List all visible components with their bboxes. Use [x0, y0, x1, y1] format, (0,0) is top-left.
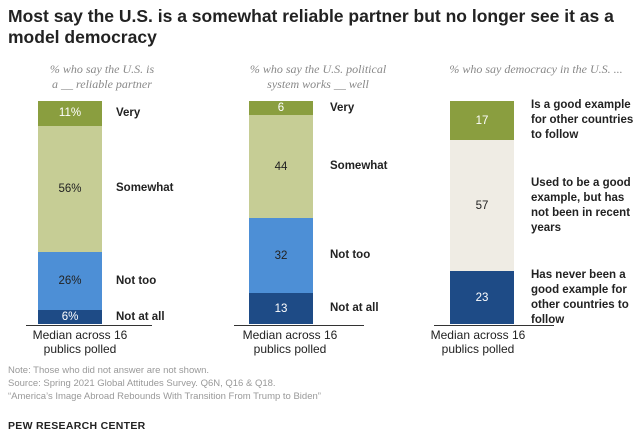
- chart-2-baseline: [234, 325, 364, 326]
- label-line: Not at all: [330, 302, 379, 315]
- subtitle-line: a __ reliable partner: [52, 77, 152, 91]
- label-line: other countries to: [531, 298, 629, 311]
- chart-1-x-label: Median across 16 publics polled: [20, 328, 140, 356]
- label-line: Not too: [330, 249, 371, 262]
- label-line: Not too: [116, 274, 157, 287]
- chart-1-bar-segment: 56%: [38, 125, 102, 252]
- x-label-line: publics polled: [441, 342, 515, 356]
- chart-3-bar-segment: 23: [450, 271, 514, 324]
- label-line: follow: [531, 313, 565, 326]
- label-line: example, but has: [531, 191, 625, 204]
- chart-3-bar-segment: 57: [450, 140, 514, 272]
- chart-1-segment-label: Not too: [116, 274, 156, 289]
- chart-2-bar-segment: 32: [249, 218, 313, 294]
- label-line: not been in recent: [531, 206, 631, 219]
- chart-1-bar-segment: 26%: [38, 251, 102, 311]
- label-line: good example for: [531, 283, 627, 296]
- label-line: years: [531, 221, 562, 234]
- chart-2-segment-label: Somewhat: [330, 159, 388, 174]
- x-label-line: publics polled: [43, 342, 117, 356]
- chart-2-bar-segment: 13: [249, 293, 313, 324]
- chart-2-bar-segment: 44: [249, 115, 313, 219]
- label-line: Used to be a good: [531, 176, 631, 189]
- source-text: Source: Spring 2021 Global Attitudes Sur…: [8, 378, 276, 389]
- x-label-line: publics polled: [253, 342, 327, 356]
- chart-2-segment-label: Very: [330, 101, 354, 116]
- subtitle-line: % who say the U.S. is: [49, 62, 155, 76]
- label-line: Somewhat: [330, 160, 388, 173]
- label-line: Is a good example: [531, 99, 631, 112]
- subtitle-line: % who say democracy in the U.S. ...: [449, 62, 623, 76]
- chart-3-segment-label: Used to be a good example, but has not bee…: [531, 176, 631, 236]
- brand-logo-text: PEW RESEARCH CENTER: [8, 420, 146, 432]
- footnotes: Note: Those who did not answer are not s…: [8, 364, 321, 403]
- label-line: to follow: [531, 129, 579, 142]
- subtitle-line: system works __ well: [267, 77, 369, 91]
- label-line: Has never been a: [531, 268, 626, 281]
- label-line: Somewhat: [116, 182, 174, 195]
- chart-2-subtitle: % who say the U.S. political system works…: [228, 62, 408, 92]
- x-label-line: Median across 16: [32, 328, 128, 342]
- chart-title: Most say the U.S. is a somewhat reliable…: [8, 6, 614, 47]
- label-line: Very: [330, 101, 355, 114]
- chart-2-x-label: Median across 16 publics polled: [230, 328, 350, 356]
- chart-2-bar-segment: 6: [249, 101, 313, 116]
- chart-2-segment-label: Not at all: [330, 301, 379, 316]
- note-text: Note: Those who did not answer are not s…: [8, 365, 210, 376]
- report-text: “America’s Image Abroad Rebounds With Tr…: [8, 391, 321, 402]
- chart-1-segment-label: Very: [116, 106, 140, 121]
- chart-3-subtitle: % who say democracy in the U.S. ...: [446, 62, 626, 77]
- x-label-line: Median across 16: [430, 328, 526, 342]
- chart-3-segment-label: Is a good example for other countries to f…: [531, 98, 633, 143]
- label-line: for other countries: [531, 114, 634, 127]
- chart-1-bar-segment: 11%: [38, 101, 102, 126]
- chart-1-bar-segment: 6%: [38, 310, 102, 324]
- chart-3-x-label: Median across 16 publics polled: [418, 328, 538, 356]
- chart-1-baseline: [26, 325, 152, 326]
- chart-1-segment-label: Not at all: [116, 310, 165, 325]
- chart-3-baseline: [434, 325, 554, 326]
- chart-2-segment-label: Not too: [330, 248, 370, 263]
- subtitle-line: % who say the U.S. political: [249, 62, 387, 76]
- label-line: Very: [116, 106, 141, 119]
- chart-1-segment-label: Somewhat: [116, 181, 174, 196]
- chart-3-segment-label: Has never been a good example for other co…: [531, 268, 629, 328]
- x-label-line: Median across 16: [242, 328, 338, 342]
- chart-1-subtitle: % who say the U.S. is a __ reliable partn…: [12, 62, 192, 92]
- label-line: Not at all: [116, 310, 165, 323]
- chart-3-bar-segment: 17: [450, 101, 514, 141]
